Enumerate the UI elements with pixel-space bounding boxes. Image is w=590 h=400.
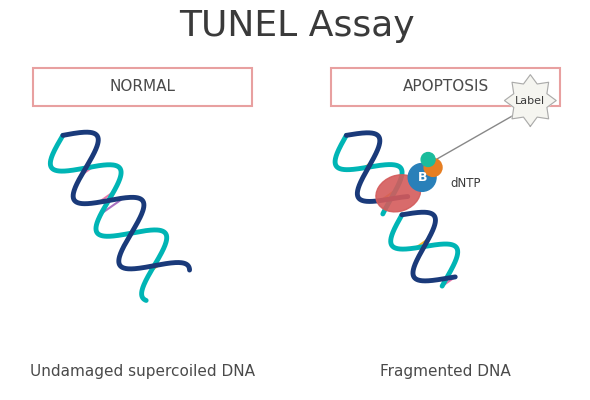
Text: TUNEL Assay: TUNEL Assay [179,9,414,43]
Text: Fragmented DNA: Fragmented DNA [381,364,511,378]
Circle shape [408,164,436,191]
Text: B: B [417,171,427,184]
Ellipse shape [376,175,421,212]
FancyBboxPatch shape [33,68,252,106]
Polygon shape [504,75,556,126]
Text: NORMAL: NORMAL [110,79,175,94]
Text: APOPTOSIS: APOPTOSIS [402,79,489,94]
Text: Label: Label [515,96,545,106]
Text: dNTP: dNTP [450,177,480,190]
Circle shape [421,152,435,166]
FancyBboxPatch shape [332,68,560,106]
Text: Undamaged supercoiled DNA: Undamaged supercoiled DNA [30,364,255,378]
Circle shape [424,158,442,176]
